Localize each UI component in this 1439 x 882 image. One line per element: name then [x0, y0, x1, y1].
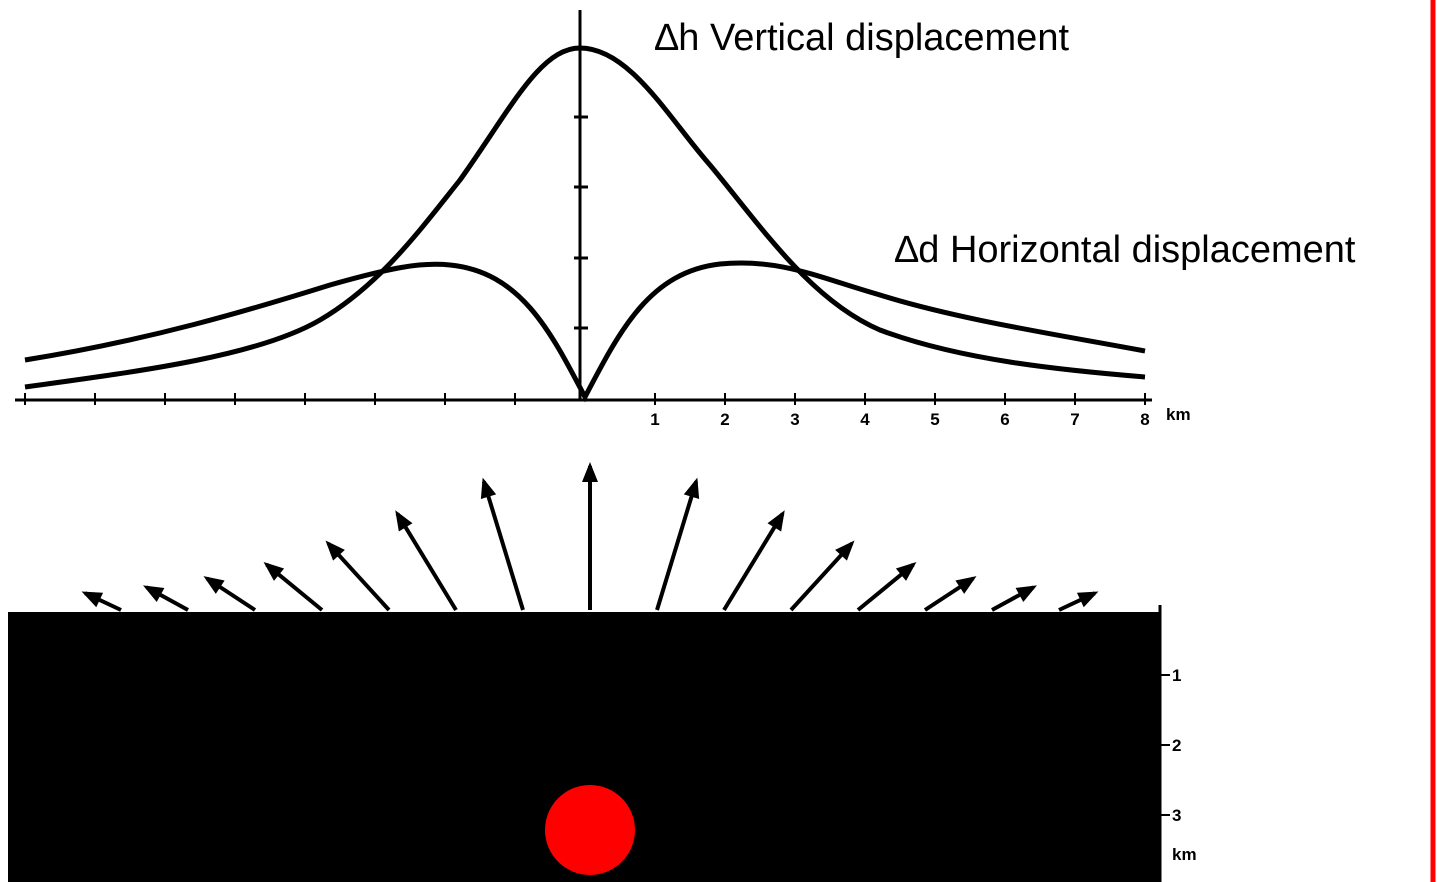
arrow-head [203, 576, 225, 594]
arrow-head [895, 562, 917, 581]
depth-unit: km [1172, 845, 1197, 864]
depth-tick-label: 1 [1172, 666, 1181, 685]
distance-tick-label: 2 [720, 410, 729, 429]
distance-tick-label: 3 [790, 410, 799, 429]
displacement-arrows [81, 462, 1099, 612]
horizontal-label: ∆d Horizontal displacement [895, 229, 1356, 271]
depth-tick-label: 2 [1172, 736, 1181, 755]
arrow-shaft [395, 512, 458, 612]
arrow-shaft [481, 480, 525, 611]
arrow-head [582, 462, 598, 482]
horizontal-displacement-curve [24, 260, 1146, 403]
arrow-head [263, 562, 285, 581]
arrow-head [683, 477, 700, 500]
vertical-axis-ticks [574, 115, 588, 330]
distance-tick-label: 5 [930, 410, 939, 429]
arrow-head [1015, 585, 1037, 603]
arrow-head [325, 540, 345, 561]
arrow-head [955, 576, 977, 594]
distance-tick-label: 4 [860, 410, 870, 429]
arrow-head [767, 510, 785, 532]
distance-unit: km [1166, 405, 1191, 424]
distance-tick-label: 1 [650, 410, 659, 429]
distance-tick-label: 7 [1070, 410, 1079, 429]
arrow-head [395, 510, 413, 532]
vertical-displacement-curve [24, 45, 1146, 390]
arrow-head [81, 591, 104, 608]
vertical-label: ∆h Vertical displacement [655, 17, 1069, 59]
arrow-head [1076, 591, 1099, 608]
depth-tick-label: 3 [1172, 806, 1181, 825]
arrow-head [835, 540, 855, 561]
arrow-head [143, 585, 165, 603]
arrow-head [480, 477, 497, 500]
distance-tick-label: 6 [1000, 410, 1009, 429]
distance-tick-label: 8 [1140, 410, 1149, 429]
arrow-shaft [655, 480, 699, 611]
magma-source [545, 785, 635, 875]
arrow-shaft [722, 512, 785, 612]
